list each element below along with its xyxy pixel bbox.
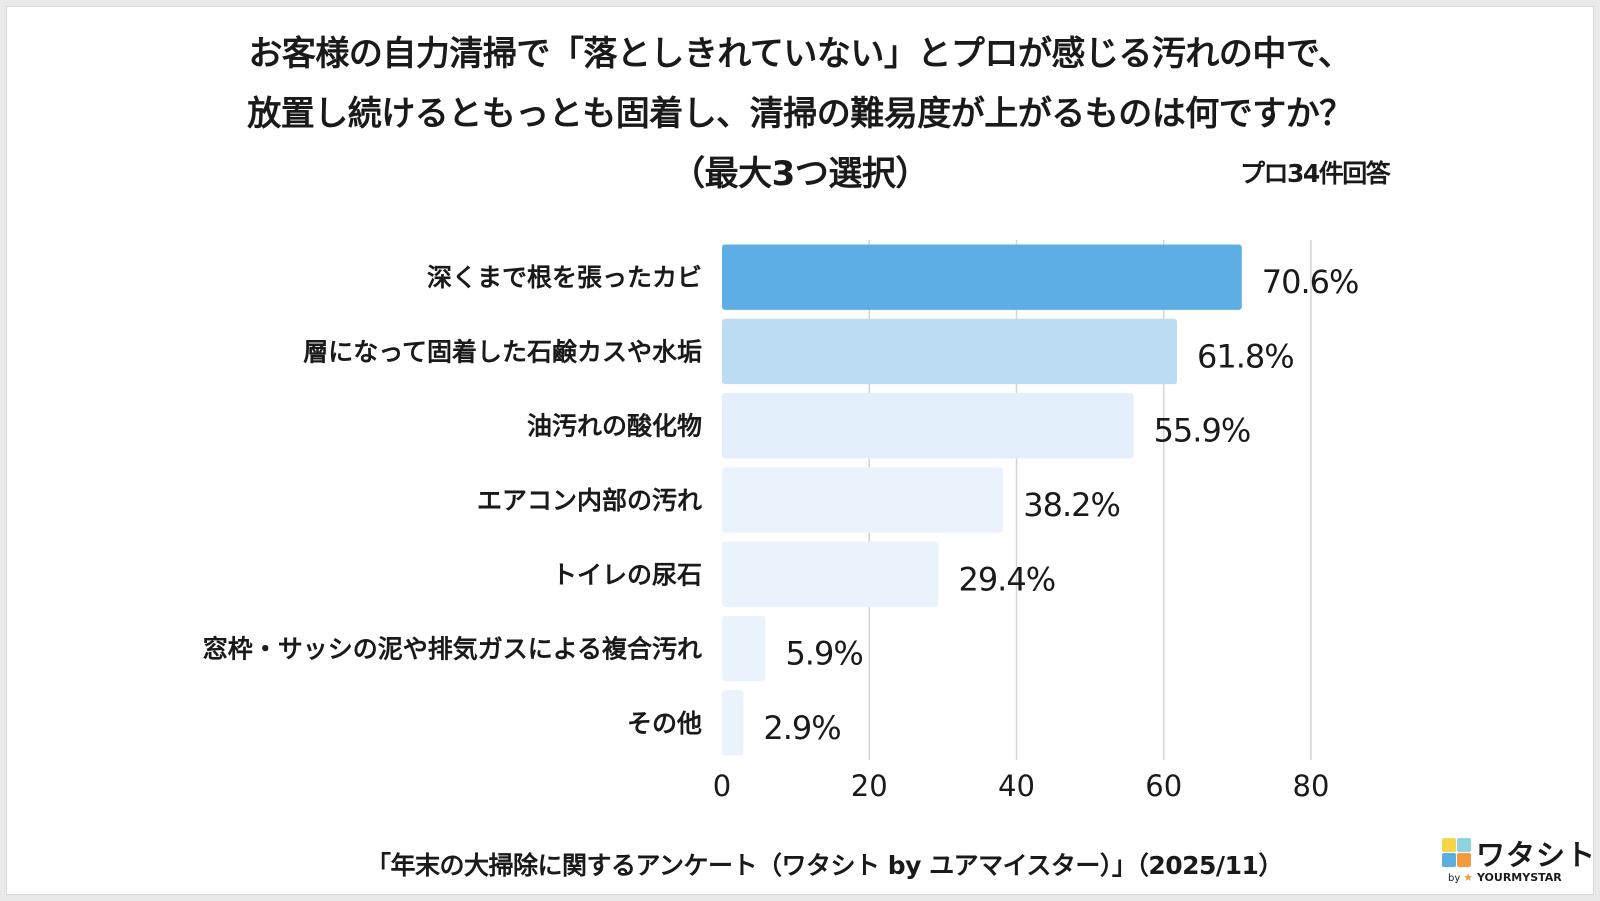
chart-title-line-3: （最大3つ選択）	[671, 154, 929, 194]
value-label-4: 29.4%	[958, 560, 1055, 598]
respondent-note: プロ34件回答	[1240, 159, 1391, 188]
bar-0	[722, 244, 1242, 310]
category-label-6: その他	[627, 709, 702, 738]
x-tick-label-0: 0	[713, 769, 731, 803]
logo-brand-name: YOURMYSTAR	[1476, 871, 1562, 884]
value-label-5: 5.9%	[785, 635, 862, 673]
chart-title-line-2: 放置し続けるともっとも固着し、清掃の難易度が上がるものは何ですか？	[247, 94, 1353, 134]
star-icon: ★	[1463, 871, 1474, 884]
x-tick-label-60: 60	[1145, 769, 1182, 803]
category-label-0: 深くまで根を張ったカビ	[427, 263, 702, 292]
value-label-0: 70.6%	[1262, 263, 1359, 301]
value-label-6: 2.9%	[763, 709, 840, 747]
watashito-logo: ワタシト by ★ YOURMYSTAR	[1440, 836, 1595, 886]
source-caption: 「年末の大掃除に関するアンケート（ワタシト by ユアマイスター）」（2025/…	[366, 851, 1283, 880]
value-label-2: 55.9%	[1154, 412, 1251, 450]
category-label-2: 油汚れの酸化物	[527, 412, 702, 441]
logo-brand: by ★ YOURMYSTAR	[1448, 871, 1562, 884]
category-label-4: トイレの尿石	[552, 560, 702, 589]
x-tick-label-40: 40	[998, 769, 1035, 803]
logo-name: ワタシト	[1476, 838, 1597, 872]
logo-by: by	[1448, 873, 1461, 884]
chart-title-line-1: お客様の自力清掃で「落としきれていない」とプロが感じる汚れの中で、	[248, 34, 1352, 74]
x-tick-label-80: 80	[1293, 769, 1330, 803]
logo-mark-icon	[1442, 838, 1471, 867]
bar-1	[722, 318, 1178, 385]
value-label-1: 61.8%	[1197, 337, 1294, 375]
category-label-3: エアコン内部の汚れ	[477, 486, 702, 515]
value-label-3: 38.2%	[1023, 486, 1120, 524]
bar-4	[722, 541, 939, 607]
category-label-1: 層になって固着した石鹸カスや水垢	[303, 337, 702, 366]
bar-2	[722, 393, 1134, 459]
bar-5	[722, 615, 766, 682]
category-label-5: 窓枠・サッシの泥や排気ガスによる複合汚れ	[203, 635, 702, 664]
x-tick-label-20: 20	[851, 769, 888, 803]
bar-6	[722, 690, 744, 756]
bar-3	[722, 467, 1004, 533]
